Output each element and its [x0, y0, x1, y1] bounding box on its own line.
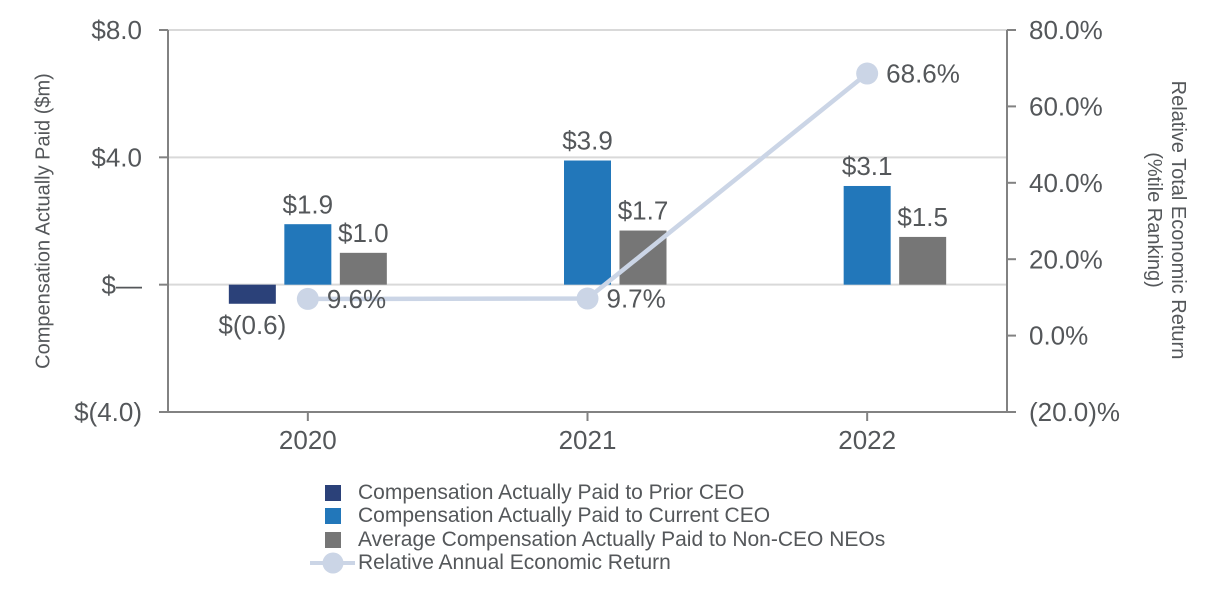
legend-item-relative-return: Relative Annual Economic Return	[310, 551, 885, 576]
legend-label-prior-ceo: Compensation Actually Paid to Prior CEO	[358, 480, 745, 504]
bar-label-current-ceo-2020: $1.9	[283, 189, 334, 219]
legend-swatch-area	[310, 481, 355, 504]
x-axis-label-2020: 2020	[279, 425, 337, 455]
legend-label-non-ceo-neos: Average Compensation Actually Paid to No…	[358, 527, 886, 551]
left-axis-tick-label: $8.0	[91, 15, 142, 45]
right-axis-tick-label: 20.0%	[1029, 244, 1103, 274]
bar-current-ceo-2021	[564, 160, 611, 285]
line-label-relative-annual-economic-return-2020: 9.6%	[327, 284, 386, 314]
legend-square-current-ceo-icon	[324, 508, 341, 525]
bar-label-current-ceo-2021: $3.9	[562, 126, 613, 156]
right-axis-tick-label: 60.0%	[1029, 92, 1103, 122]
right-axis-tick-label: 40.0%	[1029, 168, 1103, 198]
marker-relative-annual-economic-return-2021	[576, 287, 599, 310]
right-axis-tick-label: (20.0)%	[1029, 397, 1120, 427]
x-axis-label-2021: 2021	[559, 425, 617, 455]
legend-item-non-ceo-neos: Average Compensation Actually Paid to No…	[310, 528, 885, 552]
legend-square-prior-ceo-icon	[324, 484, 341, 501]
bar-current-ceo-2022	[843, 185, 891, 285]
line-label-relative-annual-economic-return-2021: 9.7%	[607, 284, 666, 314]
bar-label-non-ceo-neos-2021: $1.7	[618, 196, 669, 226]
bar-label-current-ceo-2022: $3.1	[842, 151, 893, 181]
legend-square-non-ceo-neos-icon	[324, 531, 341, 548]
legend: Compensation Actually Paid to Prior CEO …	[310, 481, 885, 575]
right-axis-tick-label: 80.0%	[1029, 15, 1103, 45]
bar-label-non-ceo-neos-2022: $1.5	[897, 202, 948, 232]
legend-line-marker-icon	[310, 552, 355, 575]
legend-item-prior-ceo: Compensation Actually Paid to Prior CEO	[310, 481, 885, 505]
legend-circle-icon	[322, 552, 343, 574]
marker-relative-annual-economic-return-2022	[856, 62, 879, 85]
marker-relative-annual-economic-return-2020	[296, 287, 319, 310]
left-axis-tick-label: $—	[102, 270, 142, 300]
left-axis-tick-label: $(4.0)	[74, 397, 142, 427]
right-axis-title: Relative Total Economic Return (%tile Ra…	[1142, 81, 1190, 360]
left-axis-title: Compensation Actually Paid ($m)	[32, 73, 55, 369]
legend-swatch-area	[310, 505, 355, 528]
bar-label-prior-ceo-2020: $(0.6)	[218, 310, 286, 340]
line-label-relative-annual-economic-return-2022: 68.6%	[886, 59, 960, 89]
right-axis-tick-label: 0.0%	[1029, 321, 1088, 351]
legend-item-current-ceo: Compensation Actually Paid to Current CE…	[310, 504, 885, 529]
legend-label-relative-return: Relative Annual Economic Return	[358, 551, 671, 575]
right-axis-title-line1: Relative Total Economic Return	[1167, 80, 1189, 360]
legend-swatch-area	[310, 528, 355, 551]
x-axis-label-2022: 2022	[838, 425, 896, 455]
left-axis-tick-label: $4.0	[91, 142, 142, 172]
bar-non-ceo-neos-2022	[899, 236, 947, 285]
legend-label-current-ceo: Compensation Actually Paid to Current CE…	[358, 504, 771, 528]
bar-prior-ceo-2020	[228, 284, 276, 304]
right-axis-title-line2: (%tile Ranking)	[1143, 152, 1165, 288]
bar-current-ceo-2020	[284, 224, 332, 285]
bar-non-ceo-neos-2020	[339, 252, 387, 285]
bar-label-non-ceo-neos-2020: $1.0	[338, 218, 389, 248]
